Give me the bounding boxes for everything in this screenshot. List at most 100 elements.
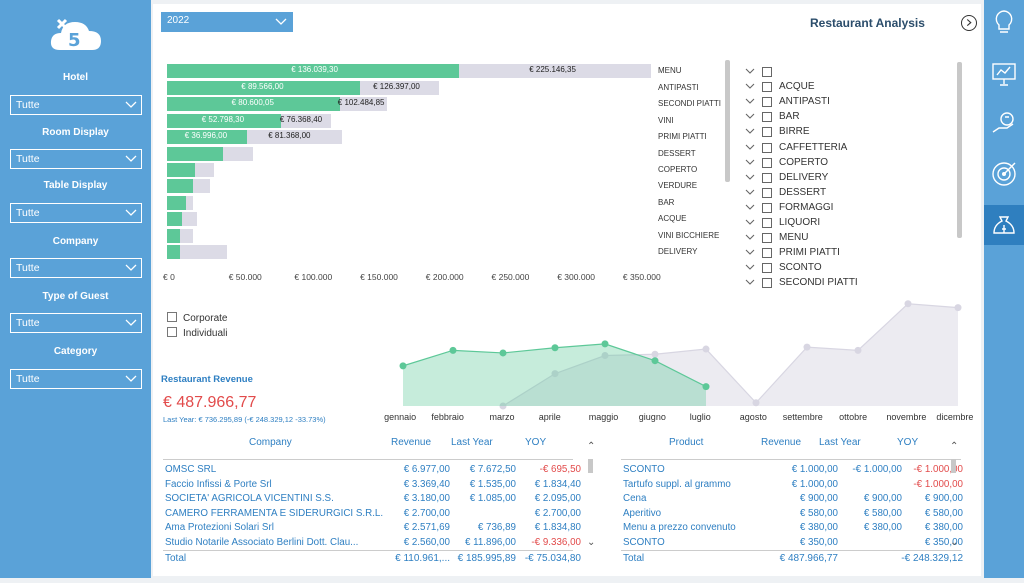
filter-dropdown[interactable]: Tutte [10, 258, 142, 278]
next-page-button[interactable] [961, 15, 977, 31]
bar-current[interactable] [167, 163, 195, 177]
table-scrollbar[interactable] [588, 459, 593, 473]
tree-checkbox[interactable] [762, 67, 772, 77]
tree-checkbox[interactable] [762, 278, 772, 289]
last-year-point[interactable] [551, 370, 559, 378]
tree-checkbox[interactable] [762, 97, 772, 108]
scroll-down-icon[interactable]: ⌄ [950, 537, 959, 548]
tree-checkbox[interactable] [762, 127, 772, 138]
expand-icon[interactable] [745, 187, 755, 197]
expand-icon[interactable] [745, 157, 755, 167]
bar-current[interactable] [167, 147, 223, 161]
expand-icon[interactable] [745, 81, 755, 91]
table-cell[interactable]: Menu a prezzo convenuto [623, 522, 736, 533]
bar-last-year[interactable] [167, 245, 228, 259]
column-header[interactable]: Product [669, 437, 704, 448]
expand-icon[interactable] [745, 262, 755, 272]
bar-current[interactable] [167, 212, 183, 226]
expand-icon[interactable] [745, 96, 755, 106]
nav-button[interactable] [988, 6, 1020, 38]
last-year-point[interactable] [651, 350, 659, 358]
bar-current[interactable] [167, 130, 247, 144]
filter-dropdown[interactable]: Tutte [10, 149, 142, 169]
current-point[interactable] [449, 346, 457, 354]
nav-button[interactable] [988, 108, 1020, 140]
column-header[interactable]: Revenue [761, 437, 802, 448]
expand-icon[interactable] [745, 111, 755, 121]
nav-button[interactable] [984, 205, 1024, 245]
expand-icon[interactable] [745, 202, 755, 212]
last-year-point[interactable] [854, 346, 862, 354]
guest-type-checkbox[interactable] [167, 312, 177, 322]
expand-icon[interactable] [745, 232, 755, 242]
table-cell[interactable]: OMSC SRL [165, 464, 217, 475]
tree-scrollbar[interactable] [957, 62, 962, 238]
expand-icon[interactable] [745, 277, 755, 287]
column-header[interactable]: YOY [897, 437, 919, 448]
table-cell[interactable]: CAMERO FERRAMENTA E SIDERURGICI S.R.L. [165, 507, 384, 519]
tree-checkbox[interactable] [762, 218, 772, 228]
expand-icon[interactable] [745, 217, 755, 227]
table-cell[interactable]: Ama Protezioni Solari Srl [165, 522, 274, 533]
expand-icon[interactable] [745, 247, 755, 257]
current-point[interactable] [551, 344, 559, 352]
year-dropdown[interactable]: 2022 [161, 12, 293, 32]
tree-checkbox[interactable] [762, 82, 772, 93]
last-year-point[interactable] [954, 304, 962, 312]
current-point[interactable] [601, 340, 609, 348]
column-header[interactable]: Revenue [391, 437, 432, 448]
tree-checkbox[interactable] [762, 263, 772, 274]
last-year-point[interactable] [752, 399, 760, 407]
filter-dropdown[interactable]: Tutte [10, 203, 142, 223]
last-year-point[interactable] [702, 345, 710, 353]
last-year-point[interactable] [499, 402, 507, 410]
tree-checkbox[interactable] [762, 187, 772, 198]
scroll-up-icon[interactable]: ⌃ [587, 441, 596, 452]
tree-checkbox[interactable] [762, 233, 772, 244]
column-header[interactable]: YOY [525, 437, 547, 448]
tree-checkbox[interactable] [762, 172, 772, 183]
bar-current[interactable] [167, 229, 180, 243]
tree-checkbox[interactable] [762, 142, 772, 153]
guest-type-option[interactable]: Corporate [167, 312, 227, 324]
expand-icon[interactable] [745, 172, 755, 182]
table-cell[interactable]: SCONTO [623, 536, 665, 548]
bar-current[interactable] [167, 114, 281, 128]
current-point[interactable] [499, 349, 507, 357]
tree-checkbox[interactable] [762, 157, 772, 168]
bar-current[interactable] [167, 64, 460, 78]
current-point[interactable] [651, 357, 659, 365]
filter-dropdown[interactable]: Tutte [10, 313, 142, 333]
current-point[interactable] [702, 383, 710, 391]
filter-dropdown[interactable]: Tutte [10, 369, 142, 389]
table-cell[interactable]: Cena [623, 493, 647, 504]
last-year-point[interactable] [904, 300, 912, 308]
bar-chart-scrollbar[interactable] [725, 60, 730, 182]
nav-button[interactable] [988, 158, 1020, 190]
scroll-up-icon[interactable]: ⌃ [950, 441, 959, 452]
table-cell[interactable]: Aperitivo [623, 507, 662, 519]
table-cell[interactable]: SOCIETA' AGRICOLA VICENTINI S.S. [165, 493, 334, 504]
expand-icon[interactable] [745, 66, 755, 76]
tree-checkbox[interactable] [762, 112, 772, 123]
table-cell[interactable]: Studio Notarile Associato Berlini Dott. … [165, 536, 359, 548]
bar-current[interactable] [167, 245, 180, 259]
current-point[interactable] [399, 362, 407, 370]
bar-current[interactable] [167, 81, 360, 95]
expand-icon[interactable] [745, 126, 755, 136]
column-header[interactable]: Company [249, 437, 292, 448]
table-cell[interactable]: Tartufo suppl. al grammo [623, 478, 731, 490]
expand-icon[interactable] [745, 142, 755, 152]
last-year-point[interactable] [803, 343, 811, 351]
column-header[interactable]: Last Year [819, 437, 861, 448]
tree-checkbox[interactable] [762, 202, 772, 213]
table-cell[interactable]: Faccio Infissi & Porte Srl [165, 478, 272, 490]
table-cell[interactable]: SCONTO [623, 464, 665, 475]
bar-current[interactable] [167, 196, 187, 210]
bar-current[interactable] [167, 179, 193, 193]
filter-dropdown[interactable]: Tutte [10, 95, 142, 115]
column-header[interactable]: Last Year [451, 437, 493, 448]
guest-type-option[interactable]: Individuali [167, 327, 227, 339]
bar-current[interactable] [167, 97, 341, 111]
last-year-point[interactable] [601, 352, 609, 360]
